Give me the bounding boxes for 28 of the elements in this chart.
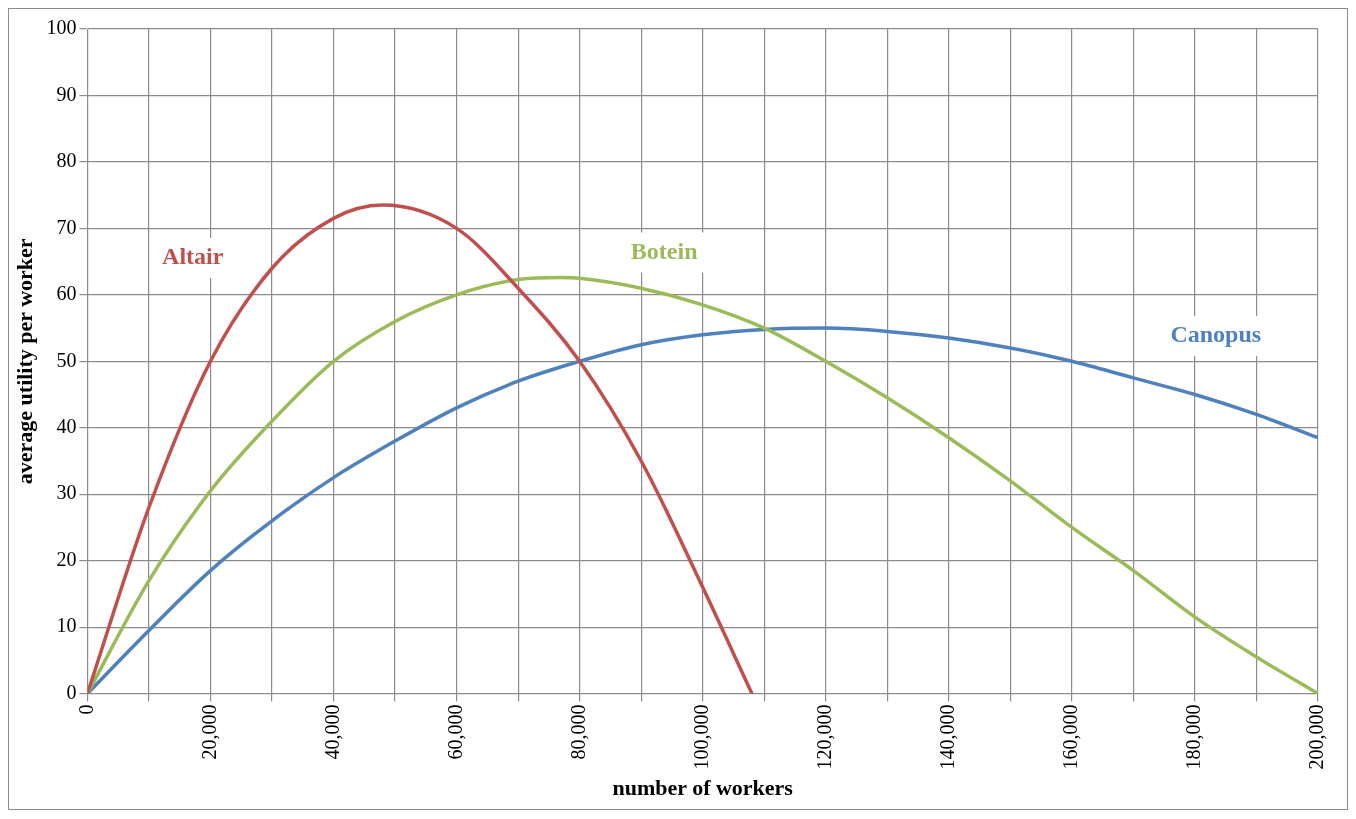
x-axis-title: number of workers (612, 775, 794, 801)
x-tick-label: 140,000 (936, 704, 959, 770)
x-tick-label: 40,000 (320, 704, 343, 760)
x-tick-label: 120,000 (813, 704, 836, 770)
y-tick-label: 30 (56, 481, 77, 504)
series-label: Canopus (1170, 321, 1262, 348)
y-tick-label: 70 (56, 215, 77, 238)
y-axis-title: average utility per worker (11, 238, 37, 485)
series-label: Botein (630, 237, 698, 264)
y-tick-label: 90 (56, 82, 77, 105)
x-tick-label: 80,000 (566, 704, 589, 760)
y-tick-label: 60 (56, 282, 77, 305)
y-tick-label: 0 (66, 680, 77, 703)
y-tick-label: 100 (46, 16, 77, 39)
y-tick-label: 80 (56, 149, 77, 172)
y-tick-label: 50 (56, 348, 77, 371)
y-tick-label: 20 (56, 547, 77, 570)
line-series (87, 203, 754, 694)
x-tick-label: 0 (74, 704, 97, 715)
x-tick-label: 100,000 (689, 704, 712, 770)
y-tick-label: 10 (56, 614, 77, 637)
series-label: Altair (162, 243, 224, 270)
y-tick-label: 40 (56, 415, 77, 438)
x-tick-label: 160,000 (1059, 704, 1082, 770)
x-tick-label: 60,000 (443, 704, 466, 760)
x-tick-label: 20,000 (197, 704, 220, 760)
x-tick-label: 200,000 (1305, 704, 1328, 770)
x-tick-label: 180,000 (1182, 704, 1205, 770)
